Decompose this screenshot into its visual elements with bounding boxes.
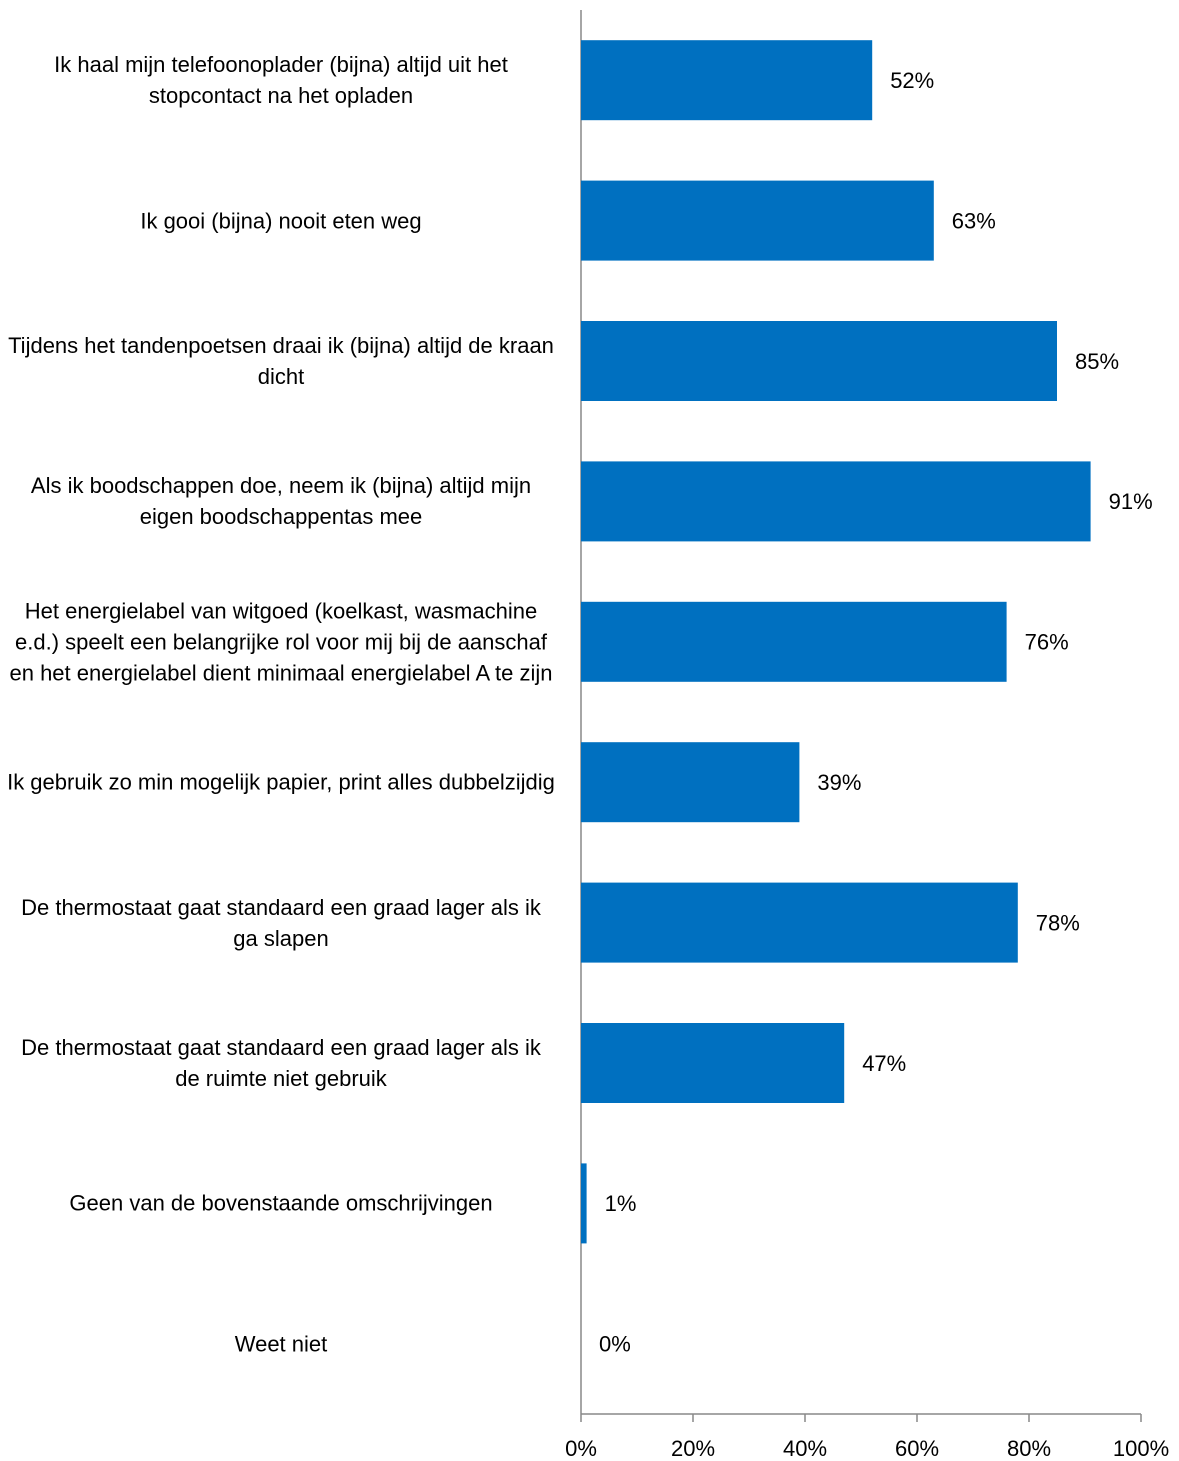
category-label: De thermostaat gaat standaard een graad …	[21, 1035, 541, 1091]
value-label: 39%	[817, 770, 861, 795]
value-label: 47%	[862, 1051, 906, 1076]
value-label: 76%	[1025, 630, 1069, 655]
category-label: Ik haal mijn telefoonoplader (bijna) alt…	[54, 52, 508, 109]
bar	[581, 40, 873, 121]
category-label: Het energielabel van witgoed (koelkast, …	[9, 598, 553, 686]
x-tick-label: 0%	[565, 1436, 597, 1461]
value-label: 91%	[1109, 489, 1153, 514]
x-tick-label: 60%	[895, 1436, 939, 1461]
value-label: 0%	[599, 1332, 631, 1357]
bar	[581, 1023, 845, 1103]
bar	[581, 742, 800, 823]
value-label: 85%	[1075, 349, 1119, 374]
category-label: Geen van de bovenstaande omschrijvingen	[69, 1190, 493, 1216]
bar	[581, 882, 1018, 963]
bar	[581, 601, 1007, 682]
value-label: 52%	[890, 68, 934, 93]
bar	[581, 321, 1057, 401]
value-label: 63%	[952, 208, 996, 233]
category-label: Weet niet	[234, 1331, 328, 1357]
bar	[581, 461, 1091, 542]
category-label: Als ik boodschappen doe, neem ik (bijna)…	[30, 473, 532, 530]
x-tick-label: 20%	[671, 1436, 715, 1461]
bar	[581, 180, 934, 261]
x-tick-label: 80%	[1007, 1436, 1051, 1461]
category-label: Ik gooi (bijna) nooit eten weg	[140, 208, 422, 234]
x-tick-label: 40%	[783, 1436, 827, 1461]
bar	[581, 1163, 587, 1244]
value-label: 1%	[605, 1191, 637, 1216]
category-label: Tijdens het tandenpoetsen draai ik (bijn…	[8, 333, 554, 389]
value-label: 78%	[1036, 910, 1080, 935]
x-tick-label: 100%	[1113, 1436, 1169, 1461]
category-label: De thermostaat gaat standaard een graad …	[21, 894, 541, 951]
category-label: Ik gebruik zo min mogelijk papier, print…	[7, 769, 555, 795]
